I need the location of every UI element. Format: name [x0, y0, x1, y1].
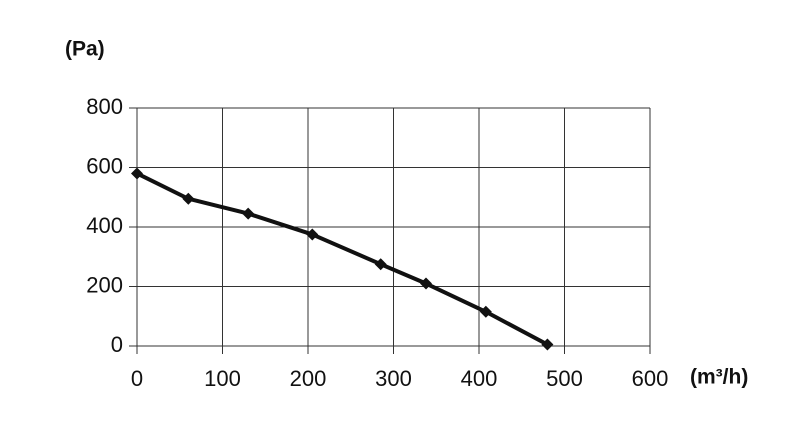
x-tick-label: 100: [204, 366, 241, 391]
x-tick-label: 300: [375, 366, 412, 391]
x-tick-label: 500: [546, 366, 583, 391]
x-tick-label: 400: [461, 366, 498, 391]
x-axis-label: (m³/h): [690, 366, 748, 389]
data-point: [479, 305, 492, 318]
y-tick-label: 400: [86, 213, 123, 238]
data-point: [131, 167, 143, 180]
data-line: [135, 171, 550, 347]
y-tick-label: 200: [86, 272, 123, 297]
data-point: [242, 207, 255, 220]
data-point: [306, 228, 319, 241]
data-point: [374, 258, 387, 271]
x-tick-label: 200: [290, 366, 327, 391]
x-tick-label: 600: [632, 366, 669, 391]
y-tick-label: 800: [86, 94, 123, 119]
data-point: [182, 192, 195, 205]
data-point: [541, 338, 554, 351]
data-point: [419, 277, 432, 290]
y-tick-label: 600: [86, 153, 123, 178]
x-tick-label: 0: [131, 366, 143, 391]
y-axis-label: (Pa): [65, 38, 105, 61]
y-tick-label: 0: [111, 332, 123, 357]
